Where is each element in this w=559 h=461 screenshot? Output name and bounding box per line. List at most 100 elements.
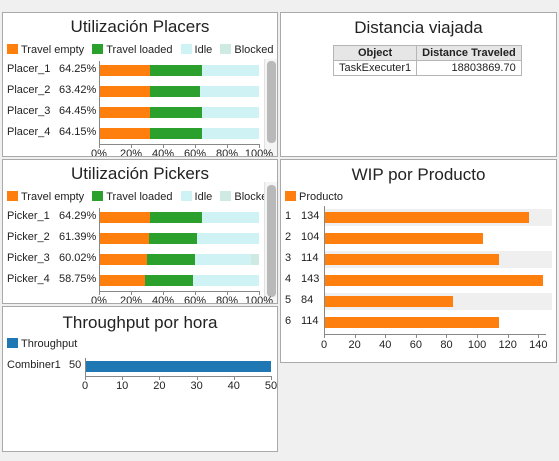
- legend-producto: Producto: [299, 191, 344, 203]
- bar-travel-empty: [99, 275, 146, 286]
- row-label: 3: [285, 252, 292, 264]
- y-axis: [99, 208, 100, 291]
- bar-track: [99, 128, 259, 139]
- row-label: Picker_2: [7, 231, 50, 243]
- x-tick-label: 10: [116, 380, 129, 392]
- x-tick: [131, 144, 132, 148]
- row-label: Placer_4: [7, 126, 51, 138]
- legend-idle: Idle: [194, 191, 213, 203]
- x-tick-label: 40%: [151, 295, 175, 304]
- x-tick: [227, 291, 228, 295]
- placers-scrollbar-thumb[interactable]: [267, 61, 276, 143]
- bar-travel-empty: [99, 254, 147, 265]
- x-tick-label: 60%: [183, 148, 207, 157]
- distance-cell-value: 18803869.70: [416, 60, 522, 76]
- bar-idle: [202, 107, 259, 118]
- y-axis: [99, 61, 100, 144]
- y-axis: [85, 358, 86, 376]
- bar-track: [99, 86, 259, 97]
- x-axis: [99, 144, 259, 145]
- x-tick-label: 20: [153, 380, 166, 392]
- wip-bar: [324, 212, 530, 223]
- row-percent: 63.42%: [59, 84, 97, 96]
- row-percent: 58.75%: [59, 273, 97, 285]
- row-percent: 61.39%: [59, 231, 97, 243]
- legend-travel-empty: Travel empty: [21, 44, 85, 56]
- row-label: 1: [285, 210, 292, 222]
- distance-header-object: Object: [332, 45, 418, 61]
- x-tick: [196, 376, 198, 380]
- row-percent: 64.29%: [59, 210, 97, 222]
- x-tick: [415, 334, 417, 338]
- x-tick: [163, 291, 164, 295]
- x-tick: [354, 334, 356, 338]
- x-tick-label: 40: [227, 380, 240, 392]
- x-tick: [85, 376, 86, 380]
- bar-travel-empty: [99, 212, 151, 223]
- row-percent: 64.45%: [59, 105, 97, 117]
- bar-idle: [197, 233, 259, 244]
- throughput-legend: Throughput: [7, 338, 82, 350]
- x-tick-label: 40: [379, 339, 392, 351]
- bar-idle: [193, 275, 259, 286]
- row-value: 50: [69, 359, 82, 371]
- bar-idle: [201, 65, 259, 76]
- bar-travel-loaded: [150, 86, 201, 97]
- wip-title: WIP por Producto: [351, 165, 486, 184]
- row-label: Picker_4: [7, 273, 50, 285]
- x-tick: [227, 144, 228, 148]
- x-tick-label: 0%: [91, 295, 107, 304]
- row-value: 114: [301, 315, 319, 327]
- bar-idle: [201, 212, 259, 223]
- distance-header-distance: Distance Traveled: [416, 45, 522, 61]
- wip-bar: [324, 317, 499, 328]
- pickers-legend: Travel empty Travel loaded Idle Blocked: [7, 191, 277, 203]
- row-percent: 64.15%: [59, 126, 97, 138]
- bar-track: [99, 212, 259, 223]
- throughput-panel: Throughput por hora Throughput Combiner1…: [2, 306, 278, 452]
- x-tick-label: 0: [81, 380, 89, 392]
- row-label: Picker_1: [7, 210, 50, 222]
- bar-idle: [201, 128, 259, 139]
- placers-scrollbar[interactable]: [264, 59, 277, 156]
- pickers-scrollbar[interactable]: [264, 182, 277, 303]
- x-tick: [99, 144, 100, 148]
- legend-swatch-travel-loaded: [92, 44, 104, 54]
- row-label: Picker_3: [7, 252, 50, 264]
- bar-track: [99, 107, 259, 118]
- legend-swatch-travel-empty: [7, 44, 18, 54]
- pickers-scrollbar-thumb[interactable]: [267, 185, 276, 297]
- bar-track: [99, 254, 259, 265]
- x-tick-label: 60%: [183, 295, 207, 304]
- x-axis: [324, 334, 546, 335]
- x-tick: [159, 376, 161, 380]
- legend-travel-loaded: Travel loaded: [106, 191, 173, 203]
- x-tick-label: 20%: [119, 148, 143, 157]
- x-tick-label: 80: [440, 339, 453, 351]
- x-tick: [195, 144, 196, 148]
- pickers-title: Utilización Pickers: [71, 164, 209, 183]
- wip-bar: [324, 275, 543, 286]
- table-row: TaskExecuter1 18803869.70: [332, 60, 522, 76]
- legend-idle: Idle: [194, 44, 213, 56]
- x-tick: [538, 334, 540, 338]
- x-tick-label: 120: [498, 339, 517, 351]
- x-tick: [163, 144, 164, 148]
- bar-travel-loaded: [150, 65, 202, 76]
- row-value: 143: [301, 273, 320, 285]
- x-tick: [446, 334, 448, 338]
- x-tick: [195, 291, 196, 295]
- legend-blocked: Blocked: [234, 44, 274, 56]
- x-tick-label: 100: [467, 339, 487, 351]
- legend-swatch-blocked: [220, 191, 232, 201]
- bar-travel-empty: [99, 86, 151, 97]
- row-label: 5: [285, 294, 292, 306]
- legend-swatch-idle: [180, 191, 192, 201]
- legend-travel-loaded: Travel loaded: [106, 44, 173, 56]
- row-value: 104: [301, 231, 320, 243]
- row-label: Placer_2: [7, 84, 51, 96]
- wip-bar: [324, 254, 499, 265]
- row-value: 84: [301, 294, 314, 306]
- wip-bar: [324, 233, 484, 244]
- legend-swatch-travel-empty: [7, 191, 18, 201]
